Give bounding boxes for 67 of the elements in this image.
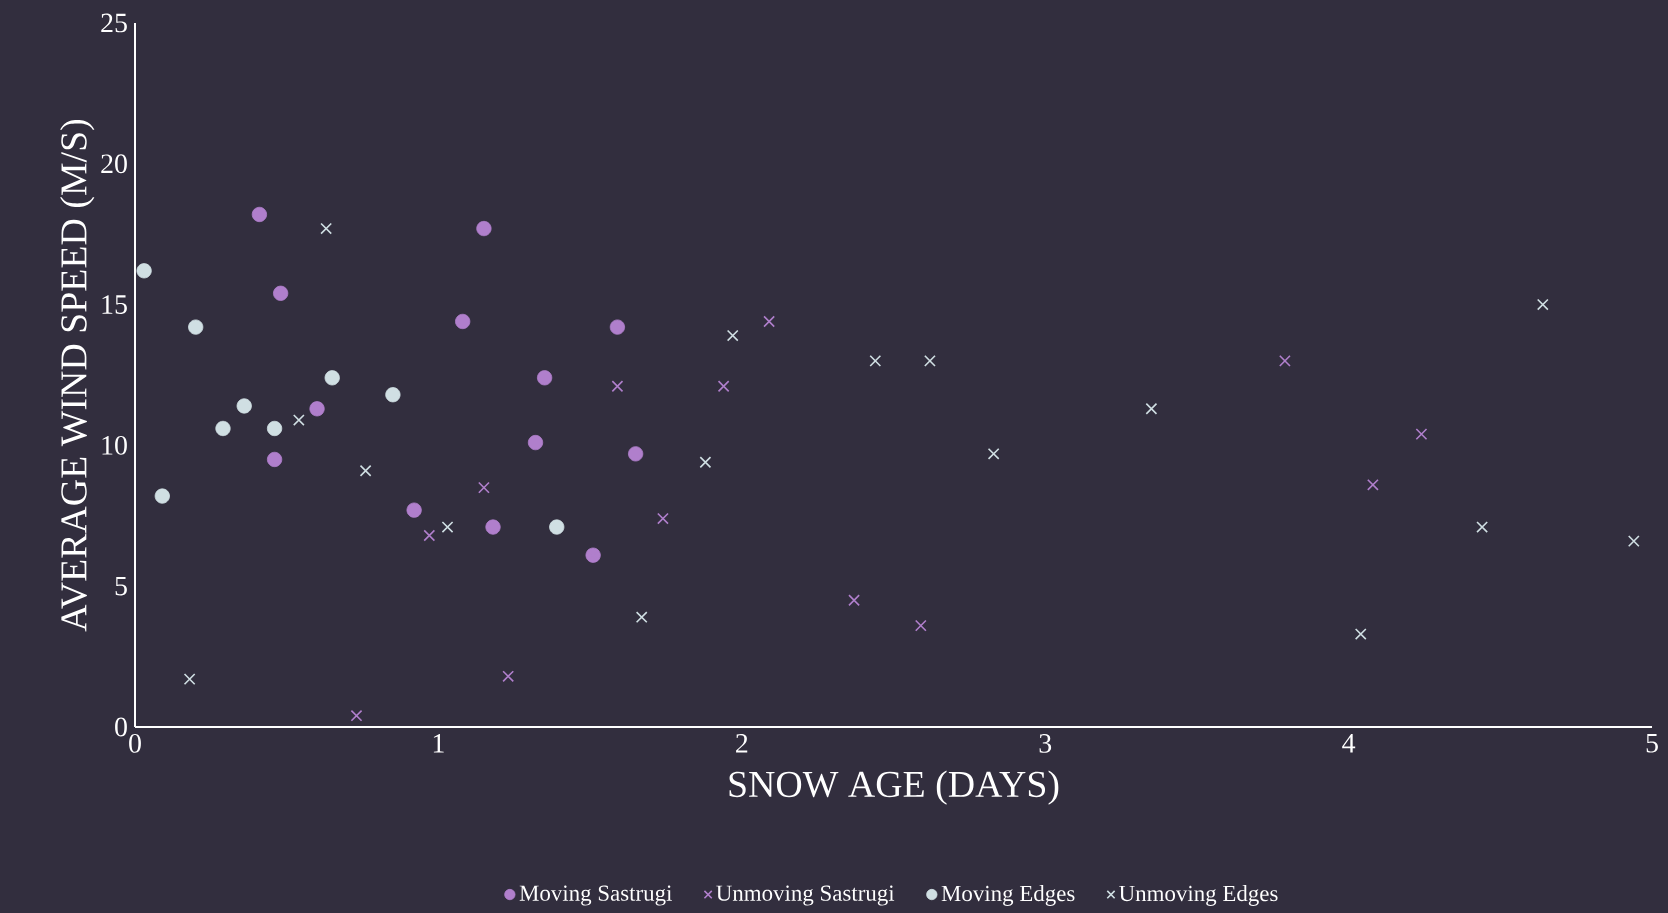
point xyxy=(869,355,882,367)
point xyxy=(215,420,231,437)
point xyxy=(1354,628,1367,640)
point xyxy=(423,529,436,542)
point xyxy=(154,488,170,504)
x-axis-title: SNOW AGE (DAYS) xyxy=(729,770,1059,805)
point xyxy=(455,313,471,330)
point xyxy=(848,594,860,607)
point xyxy=(549,519,565,535)
point xyxy=(635,611,648,624)
point xyxy=(1279,355,1291,367)
x-tick-label: 5 xyxy=(1646,734,1658,753)
point xyxy=(1145,402,1158,415)
point xyxy=(183,673,196,685)
point xyxy=(1627,535,1640,548)
point xyxy=(717,380,730,393)
point xyxy=(385,387,401,403)
x-tick-label: 0 xyxy=(129,734,141,753)
point xyxy=(763,315,776,328)
x-tick-label: 1 xyxy=(433,734,444,753)
point xyxy=(136,263,152,279)
point xyxy=(1476,521,1489,533)
point xyxy=(441,521,454,533)
y-tick-label: 20 xyxy=(101,154,127,174)
y-tick-label: 10 xyxy=(102,435,127,455)
point xyxy=(987,447,1000,460)
point xyxy=(273,285,289,301)
point xyxy=(251,206,267,223)
x-tick-label: 4 xyxy=(1342,734,1356,753)
point xyxy=(236,398,252,414)
point xyxy=(1367,478,1379,491)
y-tick-label: 15 xyxy=(102,295,127,314)
point xyxy=(1415,428,1428,441)
point xyxy=(324,370,340,386)
legend-label: Unmoving Edges xyxy=(1119,885,1278,906)
point xyxy=(699,456,712,469)
y-tick-label: 0 xyxy=(115,717,127,737)
point xyxy=(914,619,927,632)
y-tick-label: 25 xyxy=(101,13,127,33)
y-axis-title: AVERAGE WIND SPEED (M/S) xyxy=(60,119,95,632)
point xyxy=(527,434,544,451)
point xyxy=(485,519,501,535)
point xyxy=(537,370,553,386)
point xyxy=(657,512,669,525)
point xyxy=(609,319,626,335)
point xyxy=(188,319,204,335)
legend-label: Moving Edges xyxy=(941,885,1075,906)
legend-label: Unmoving Sastrugi xyxy=(716,885,895,906)
point xyxy=(726,329,739,342)
point xyxy=(359,464,372,477)
x-tick-label: 2 xyxy=(736,734,748,753)
point xyxy=(350,709,363,722)
point xyxy=(611,380,624,393)
point xyxy=(266,420,283,437)
point xyxy=(478,481,490,494)
x-tick-label: 3 xyxy=(1039,734,1052,753)
legend-label: Moving Sastrugi xyxy=(519,885,672,906)
point xyxy=(476,220,492,237)
point xyxy=(502,670,515,683)
point xyxy=(1536,298,1549,311)
point xyxy=(924,355,936,367)
y-tick-label: 5 xyxy=(115,576,127,596)
point xyxy=(320,222,333,235)
point xyxy=(292,414,305,426)
point xyxy=(266,451,283,468)
point xyxy=(406,502,422,518)
point xyxy=(628,446,644,462)
